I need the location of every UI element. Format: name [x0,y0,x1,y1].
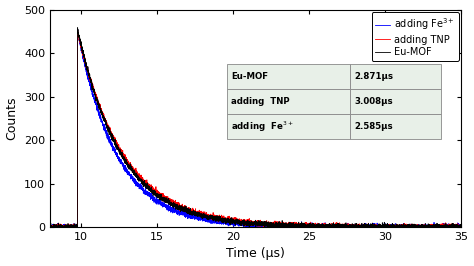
adding Fe$^{3+}$ [185,217,191,220]
Eu-MOF [185,210,191,214]
Legend: adding Fe$^{3+}$, adding TNP, Eu-MOF: adding Fe$^{3+}$, adding TNP, Eu-MOF [372,13,458,61]
adding TNP [316,225,322,228]
adding TNP [346,224,352,227]
adding Fe$^{3+}$ [47,225,53,228]
adding TNP [287,223,292,226]
adding Fe$^{3+}$ [346,224,352,227]
adding TNP [185,210,191,213]
Eu-MOF [316,225,322,228]
Line: adding TNP: adding TNP [50,29,462,227]
adding Fe$^{3+}$ [287,225,292,228]
adding TNP [425,225,430,228]
Bar [227,64,350,89]
Line: Eu-MOF: Eu-MOF [50,28,462,227]
Bar [350,64,441,89]
adding Fe$^{3+}$ [163,205,168,209]
Text: Eu-MOF: Eu-MOF [231,72,268,81]
adding Fe$^{3+}$ [425,225,430,228]
Eu-MOF [163,200,168,203]
adding Fe$^{3+}$ [75,28,81,31]
Eu-MOF [346,225,352,228]
adding TNP [459,225,465,228]
Eu-MOF [287,222,292,225]
Eu-MOF [425,225,430,228]
Text: 3.008μs: 3.008μs [355,97,393,106]
Line: adding Fe$^{3+}$: adding Fe$^{3+}$ [50,29,462,227]
adding TNP [163,196,168,200]
adding TNP [75,28,81,31]
Bar [227,89,350,114]
Eu-MOF [47,225,53,228]
adding Fe$^{3+}$ [316,222,322,226]
Text: adding  TNP: adding TNP [231,97,290,106]
adding TNP [48,225,54,228]
Y-axis label: Counts: Counts [6,97,18,140]
Text: adding  Fe$^{3+}$: adding Fe$^{3+}$ [231,119,294,134]
adding TNP [47,225,53,228]
Bar [350,89,441,114]
Text: 2.585μs: 2.585μs [355,122,393,131]
Eu-MOF [47,225,53,228]
Bar [227,114,350,139]
adding Fe$^{3+}$ [459,223,465,226]
Eu-MOF [75,26,81,29]
Bar [350,114,441,139]
Eu-MOF [459,225,465,228]
Text: 2.871μs: 2.871μs [355,72,393,81]
X-axis label: Time (μs): Time (μs) [226,247,285,260]
adding Fe$^{3+}$ [47,225,53,228]
